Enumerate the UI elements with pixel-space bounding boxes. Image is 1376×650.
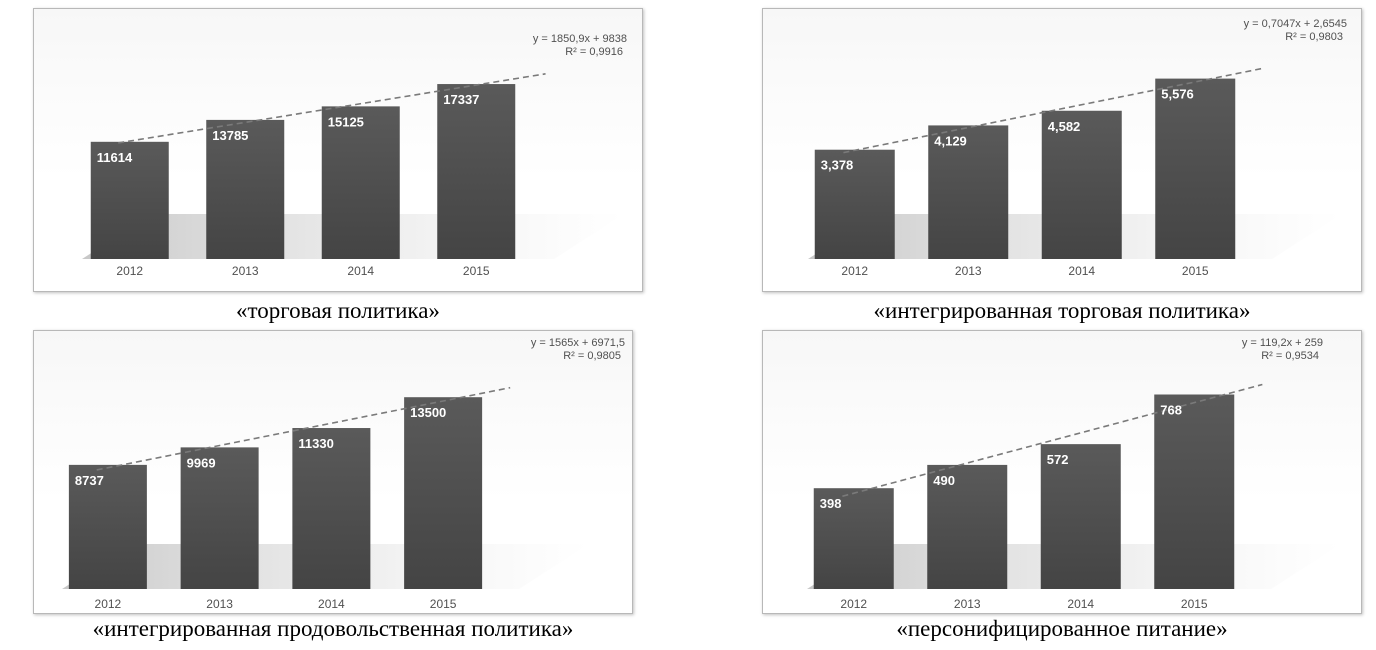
tick-label-2014: 2014 xyxy=(1067,597,1094,611)
tick-label-2012: 2012 xyxy=(116,264,143,278)
data-label-2013: 4,129 xyxy=(934,133,967,148)
tick-label-2015: 2015 xyxy=(463,264,490,278)
data-label-2014: 4,582 xyxy=(1048,119,1081,134)
data-label-2012: 11614 xyxy=(97,150,133,165)
trend-line xyxy=(842,383,1263,498)
bar-2015 xyxy=(1154,394,1235,589)
data-label-2015: 768 xyxy=(1160,402,1182,417)
bar-chart-2: 3,378 4,129 4,582 5,576 2012 2013 2014 2015 y = … xyxy=(808,18,1347,278)
tick-label-2012: 2012 xyxy=(95,597,122,611)
trendline-r2: R² = 0,9534 xyxy=(1261,350,1319,362)
bar-2013 xyxy=(928,125,1009,259)
chart-caption-2: «интегрированная торговая политика» xyxy=(873,298,1251,323)
trendline-equation: y = 0,7047x + 2,6545 xyxy=(1244,18,1347,30)
chart-frame-1: 11614 13785 15125 17337 2012 2013 2014 2015 y = … xyxy=(33,8,643,292)
bar-2015 xyxy=(437,84,516,259)
data-label-2012: 398 xyxy=(820,496,842,511)
bar-2015 xyxy=(404,397,483,589)
trendline-r2: R² = 0,9805 xyxy=(563,350,621,362)
bar-2014 xyxy=(321,106,400,259)
data-label-2012: 3,378 xyxy=(821,158,854,173)
bar-chart-4: 398 490 572 768 2012 2013 2014 2015 y = 119,2x +… xyxy=(807,337,1341,611)
trendline-r2: R² = 0,9803 xyxy=(1285,31,1343,43)
tick-label-2015: 2015 xyxy=(430,597,457,611)
bar-2012 xyxy=(90,141,169,259)
bar-2013 xyxy=(180,447,259,589)
bar-2013 xyxy=(927,464,1008,589)
trend-line xyxy=(96,386,511,471)
chart-caption-3: «интегрированная продовольственная полит… xyxy=(92,616,574,641)
bar-2012 xyxy=(68,464,147,589)
trendline-r2: R² = 0,9916 xyxy=(565,46,623,58)
data-label-2013: 490 xyxy=(933,473,955,488)
bar-2014 xyxy=(292,428,371,589)
data-label-2014: 11330 xyxy=(298,436,333,451)
tick-label-2014: 2014 xyxy=(1068,264,1095,278)
tick-label-2014: 2014 xyxy=(347,264,374,278)
tick-label-2013: 2013 xyxy=(954,597,981,611)
tick-label-2015: 2015 xyxy=(1182,264,1209,278)
data-label-2013: 13785 xyxy=(212,128,248,143)
bar-2012 xyxy=(813,488,894,589)
trend-line xyxy=(843,67,1264,154)
tick-label-2013: 2013 xyxy=(206,597,233,611)
bar-2014 xyxy=(1041,110,1122,260)
data-label-2015: 13500 xyxy=(410,405,446,420)
data-label-2013: 9969 xyxy=(187,455,216,470)
trendline-equation: y = 1565x + 6971,5 xyxy=(531,337,625,349)
tick-label-2012: 2012 xyxy=(840,597,867,611)
tick-label-2013: 2013 xyxy=(232,264,259,278)
trendline-equation: y = 1850,9x + 9838 xyxy=(533,33,627,45)
bar-chart-3: 8737 9969 11330 13500 2012 2013 2014 2015 y = 15… xyxy=(62,337,625,611)
chart-frame-2: 3,378 4,129 4,582 5,576 2012 2013 2014 2015 y = … xyxy=(762,8,1362,292)
trendline-equation: y = 119,2x + 259 xyxy=(1242,337,1323,349)
bar-2012 xyxy=(814,149,895,259)
tick-label-2012: 2012 xyxy=(841,264,868,278)
tick-label-2013: 2013 xyxy=(955,264,982,278)
chart-panel-1: 11614 13785 15125 17337 2012 2013 2014 2015 y = … xyxy=(33,8,643,330)
chart-panel-2: 3,378 4,129 4,582 5,576 2012 2013 2014 2015 y = … xyxy=(762,8,1362,330)
trend-line xyxy=(118,73,546,144)
data-label-2014: 572 xyxy=(1047,452,1069,467)
chart-panel-4: 398 490 572 768 2012 2013 2014 2015 y = 119,2x +… xyxy=(762,330,1362,650)
tick-label-2015: 2015 xyxy=(1181,597,1208,611)
chart-panel-3: 8737 9969 11330 13500 2012 2013 2014 2015 y = 15… xyxy=(33,330,633,650)
data-label-2014: 15125 xyxy=(328,114,364,129)
chart-frame-3: 8737 9969 11330 13500 2012 2013 2014 2015 y = 15… xyxy=(33,330,633,614)
bar-chart-1: 11614 13785 15125 17337 2012 2013 2014 2015 y = … xyxy=(82,33,627,278)
data-label-2015: 5,576 xyxy=(1161,87,1194,102)
bar-2014 xyxy=(1040,444,1121,589)
chart-frame-4: 398 490 572 768 2012 2013 2014 2015 y = 119,2x +… xyxy=(762,330,1362,614)
chart-caption-1: «торговая политика» xyxy=(236,298,440,323)
data-label-2012: 8737 xyxy=(75,473,104,488)
tick-label-2014: 2014 xyxy=(318,597,345,611)
bar-2013 xyxy=(206,119,285,259)
chart-caption-4: «персонифицированное питание» xyxy=(896,616,1228,641)
bar-2015 xyxy=(1155,78,1236,259)
data-label-2015: 17337 xyxy=(443,92,479,107)
